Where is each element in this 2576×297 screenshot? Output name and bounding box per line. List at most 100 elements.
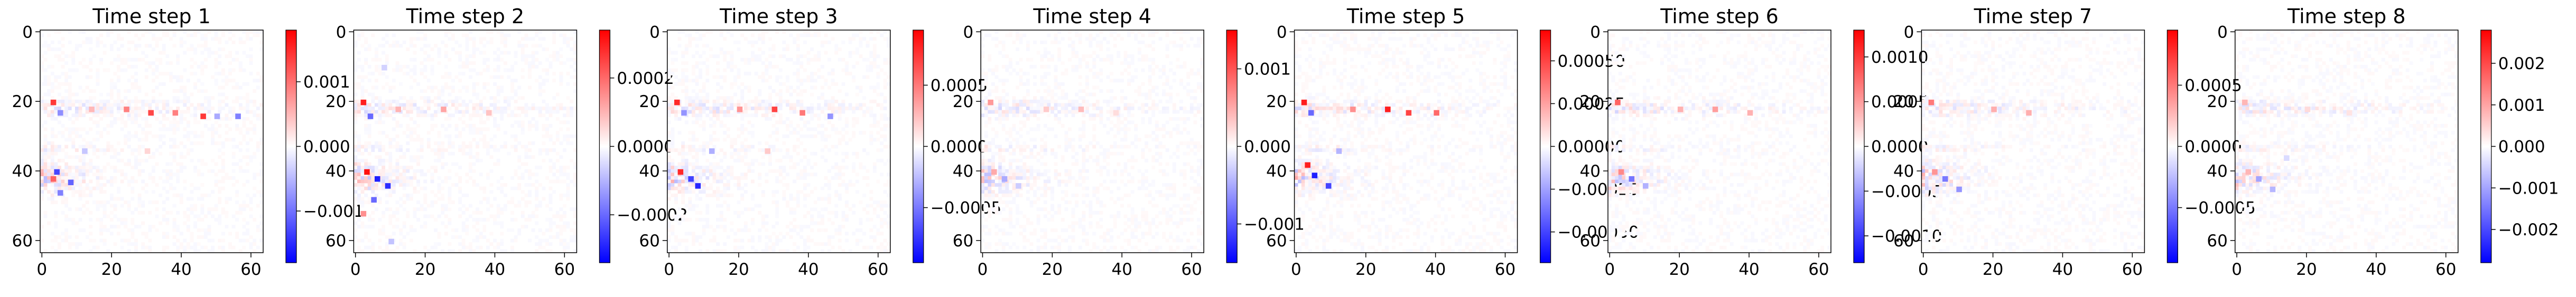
- hotspot-cell: [388, 238, 394, 245]
- colorbar-gradient: [1853, 30, 1865, 263]
- panel-title: Time step 7: [1974, 5, 2093, 28]
- hotspot-cell: [2245, 169, 2252, 175]
- y-tick-label: 0: [2217, 23, 2228, 42]
- y-tick-label: 20: [1893, 92, 1914, 111]
- x-tick-label: 60: [868, 260, 888, 279]
- y-tick-label: 40: [1893, 162, 1914, 181]
- colorbar-tick-label: 0.0005: [1871, 93, 1928, 112]
- colorbar-gradient: [2166, 30, 2178, 263]
- hotspot-cell: [1016, 183, 1021, 189]
- hotspot-cell: [1932, 169, 1938, 175]
- colorbar: −0.002 −0.001 0.000 0.001 0.002: [2480, 30, 2559, 263]
- panel-3: Time step 30 20 40 600204060−0.00050.00000.…: [639, 5, 1001, 279]
- x-tick-label: 20: [1042, 260, 1063, 279]
- hotspot-cell: [1406, 110, 1412, 116]
- x-tick-label: 20: [101, 260, 122, 279]
- axes-frame: [353, 30, 578, 253]
- y-tick-label: 60: [2207, 232, 2227, 251]
- hotspot-cell: [367, 113, 374, 119]
- hotspot-cell: [1350, 107, 1356, 112]
- panel-title: Time step 5: [1346, 5, 1465, 28]
- colorbar-gradient: [1540, 30, 1551, 263]
- hotspot-cell: [1325, 183, 1332, 189]
- axes-frame: [1294, 30, 1518, 253]
- x-tick-label: 40: [1425, 260, 1446, 279]
- hotspot-cell: [991, 169, 997, 175]
- hotspot-cell: [1928, 99, 1935, 106]
- hotspot-cell: [57, 110, 63, 116]
- x-tick-label: 0: [36, 260, 47, 279]
- y-tick-label: 20: [1266, 92, 1287, 111]
- colorbar-tick-label: 0.0000: [1871, 138, 1928, 157]
- colorbar: −0.0010.0000.001: [1226, 30, 1305, 263]
- axes-frame: [40, 30, 264, 253]
- x-tick-label: 40: [171, 260, 191, 279]
- axes-frame: [980, 30, 1204, 253]
- y-tick-label: 20: [326, 92, 346, 111]
- x-tick-label: 20: [728, 260, 749, 279]
- y-tick-label: 60: [953, 232, 973, 251]
- hotspot-cell: [799, 110, 805, 116]
- colorbar-tick-label: 0.0000: [2184, 138, 2242, 157]
- hotspot-cell: [737, 107, 743, 112]
- colorbar-gradient: [285, 30, 297, 263]
- hotspot-cell: [1642, 183, 1649, 189]
- hotspot-cell: [1385, 107, 1391, 112]
- hotspot-cell: [364, 169, 370, 175]
- hotspot-cell: [360, 210, 367, 217]
- hotspot-cell: [709, 148, 715, 154]
- x-tick-label: 60: [240, 260, 261, 279]
- hotspot-cell: [371, 197, 377, 203]
- y-tick-label: 0: [22, 23, 33, 42]
- hotspot-cell: [2284, 155, 2290, 161]
- hotspot-cell: [1434, 110, 1439, 116]
- y-tick-label: 0: [649, 23, 660, 42]
- colorbar-gradient: [913, 30, 924, 263]
- colorbar-tick-label: 0.0005: [2184, 76, 2242, 95]
- y-tick-label: 40: [2207, 162, 2227, 181]
- colorbar-gradient: [599, 30, 611, 263]
- heatmap-field: [2235, 30, 2459, 253]
- hotspot-cell: [695, 183, 701, 189]
- hotspot-cell: [200, 113, 206, 119]
- colorbar-tick-label: −0.0010: [1871, 227, 1942, 246]
- hotspot-cell: [486, 110, 492, 116]
- hotspot-cell: [50, 176, 57, 182]
- colorbar: −0.0005 0.0000 0.0005: [2166, 30, 2256, 263]
- y-tick-label: 40: [639, 162, 659, 181]
- y-tick-label: 0: [1904, 23, 1914, 42]
- y-tick-label: 0: [1590, 23, 1601, 42]
- hotspot-cell: [1308, 110, 1314, 116]
- colorbar-tick-label: 0.001: [303, 73, 350, 92]
- hotspot-cell: [360, 99, 367, 106]
- x-tick-label: 40: [2052, 260, 2073, 279]
- hotspot-cell: [2256, 176, 2262, 182]
- colorbar-tick-label: −0.0005: [2184, 199, 2255, 218]
- axes-frame: [1607, 30, 1831, 253]
- colorbar-tick-label: 0.001: [1244, 60, 1291, 79]
- heatmap-field: [1921, 30, 2145, 253]
- x-tick-label: 0: [350, 260, 361, 279]
- x-tick-label: 0: [1918, 260, 1929, 279]
- hotspot-cell: [2270, 186, 2276, 193]
- hotspot-cell: [144, 148, 151, 154]
- y-tick-label: 0: [336, 23, 347, 42]
- x-tick-label: 20: [1669, 260, 1689, 279]
- panel-title: Time step 1: [92, 5, 211, 28]
- y-tick-label: 20: [1580, 92, 1601, 111]
- y-tick-label: 20: [2207, 92, 2227, 111]
- hotspot-cell: [235, 113, 241, 119]
- hotspot-cell: [1712, 107, 1718, 112]
- colorbar-tick-label: 0.001: [2498, 96, 2545, 115]
- hotspot-cell: [2346, 110, 2352, 116]
- panel-title: Time step 3: [719, 5, 838, 28]
- x-tick-label: 60: [2122, 260, 2143, 279]
- hotspot-cell: [89, 107, 95, 112]
- colorbar-tick-label: −0.002: [2498, 221, 2559, 239]
- panel-title: Time step 2: [406, 5, 525, 28]
- hotspot-cell: [1001, 176, 1008, 182]
- colorbar-tick-label: 0.000: [303, 138, 350, 157]
- panel-7: Time step 7 0 20 40 60 0 20 40 60 −0.0005 0.0000 0.…: [1893, 5, 2256, 279]
- y-tick-label: 60: [1580, 232, 1601, 251]
